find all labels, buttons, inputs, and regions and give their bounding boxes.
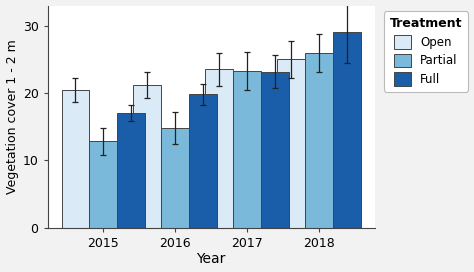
- Legend: Open, Partial, Full: Open, Partial, Full: [384, 11, 468, 92]
- Bar: [89, 141, 117, 228]
- Bar: [134, 85, 161, 228]
- Bar: [305, 53, 333, 228]
- Bar: [189, 94, 217, 228]
- Bar: [161, 128, 189, 228]
- Bar: [333, 32, 361, 228]
- X-axis label: Year: Year: [196, 252, 226, 267]
- Bar: [277, 59, 305, 228]
- Bar: [233, 71, 261, 228]
- Bar: [62, 90, 89, 228]
- Bar: [261, 72, 289, 228]
- Bar: [205, 69, 233, 228]
- Y-axis label: Vegetation cover 1 - 2 m: Vegetation cover 1 - 2 m: [6, 39, 18, 194]
- Bar: [117, 113, 145, 228]
